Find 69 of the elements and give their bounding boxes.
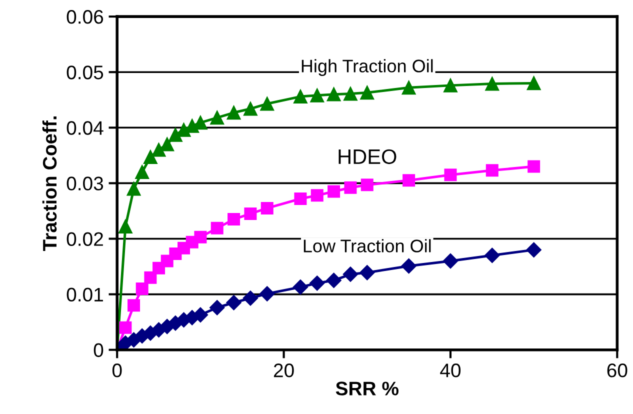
point [144,150,158,164]
point [486,164,498,177]
point [310,189,324,202]
point [192,307,208,322]
point [119,321,132,334]
point [310,276,325,291]
y-axis-title: Traction Coeff. [42,116,57,252]
point [292,279,308,295]
point [260,96,274,111]
point [244,207,257,220]
x-axis-title: SRR % [336,382,398,396]
y-tick-label: 0.05 [66,66,104,80]
series-label: HDEO [338,149,396,164]
point [402,80,416,95]
point [210,300,225,316]
point [326,272,342,288]
point [260,286,275,302]
point [485,76,500,91]
point [136,282,148,295]
point [194,116,208,130]
point [360,86,374,100]
point [344,86,358,101]
y-tick-label: 0.02 [66,232,103,246]
point [528,160,540,173]
point [210,222,224,234]
y-tick-label: 0.01 [66,288,103,302]
point [360,265,375,280]
point [444,168,457,182]
x-tick-label: 20 [274,364,294,378]
x-tick-label: 0 [112,364,122,378]
x-tick-label: 60 [607,364,628,378]
point [228,213,240,226]
point [401,258,416,274]
x-tick-label: 40 [440,364,461,378]
point [168,128,182,142]
point [135,165,150,180]
point [242,290,258,306]
point [118,220,132,234]
point [128,299,140,312]
point [310,88,324,102]
series-label: High Traction Oil [302,59,433,76]
point [160,137,174,152]
y-tick-label: 0.06 [66,10,104,24]
point [294,192,307,205]
point [152,142,166,157]
point [226,295,242,310]
point [402,174,416,187]
y-tick-label: 0.04 [66,121,104,135]
point [328,185,340,198]
point [484,248,500,263]
point [126,182,141,196]
point [210,110,224,125]
y-tick-label: 0 [94,343,104,358]
point [342,266,358,282]
series-label: Low Traction Oil [304,239,431,252]
point [360,178,374,192]
point [444,78,458,92]
point [294,90,308,104]
point [244,102,258,116]
point [344,181,357,194]
point [260,202,274,214]
point [194,230,207,244]
point [526,242,542,258]
point [526,76,541,90]
point [226,106,241,120]
y-tick-label: 0.03 [66,176,104,190]
point [326,87,341,102]
point [144,271,157,284]
point [442,253,458,269]
